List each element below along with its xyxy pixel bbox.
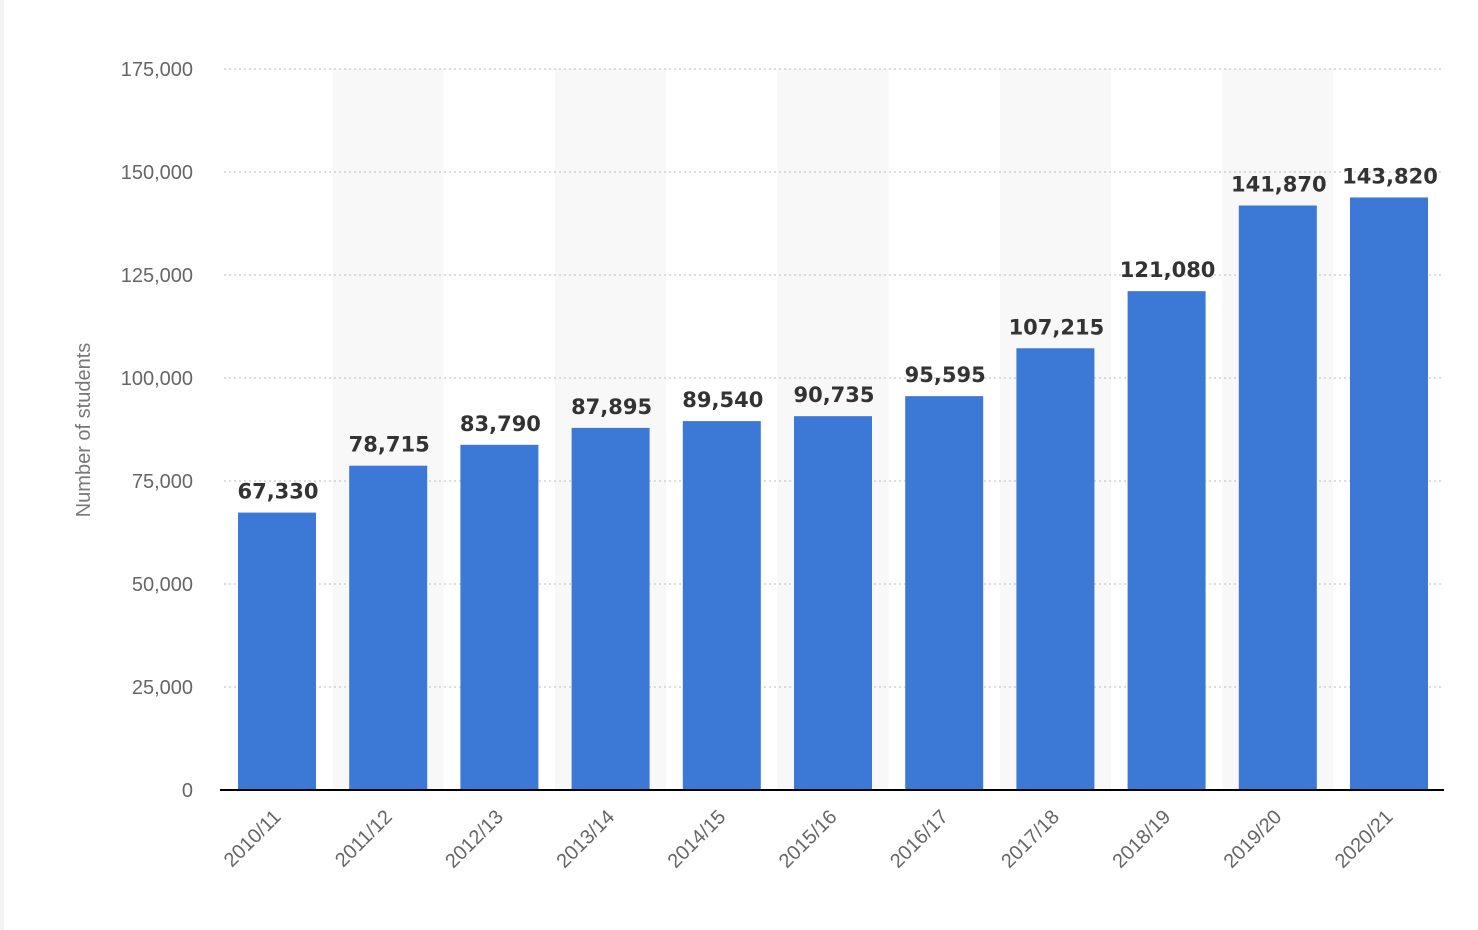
bar-2018/19[interactable]: [1127, 291, 1206, 790]
x-tick-label: 2010/11: [220, 806, 286, 872]
bar-2016/17[interactable]: [905, 396, 984, 790]
data-label: 95,595: [905, 363, 986, 387]
y-tick-label: 150,000: [121, 162, 193, 184]
x-tick-label: 2013/14: [552, 806, 619, 873]
data-labels: 67,330 78,715 83,790 87,895 89,540 90,735 95,5…: [237, 164, 1437, 503]
x-tick-label: 2018/19: [1108, 806, 1175, 873]
x-tick-label: 2012/13: [441, 806, 508, 873]
y-tick-label: 0: [182, 780, 193, 802]
y-tick-label: 50,000: [132, 574, 193, 596]
data-label: 89,540: [682, 388, 763, 412]
data-label: 83,790: [460, 412, 541, 436]
data-label: 107,215: [1009, 315, 1105, 339]
y-axis-ticks: 0 25,000 50,000 75,000 100,000 125,000 150,000…: [121, 59, 193, 802]
bar-2013/14[interactable]: [571, 427, 650, 790]
bar-2019/20[interactable]: [1238, 205, 1317, 790]
y-tick-label: 125,000: [121, 265, 193, 287]
bar-2017/18[interactable]: [1016, 348, 1095, 790]
bar-2011/12[interactable]: [349, 465, 428, 790]
y-tick-label: 25,000: [132, 677, 193, 699]
bar-2020/21[interactable]: [1350, 197, 1428, 790]
x-tick-label: 2014/15: [664, 806, 731, 873]
data-label: 141,870: [1231, 172, 1327, 196]
x-tick-label: 2016/17: [886, 806, 953, 873]
data-label: 78,715: [349, 433, 430, 457]
data-label: 87,895: [571, 395, 652, 419]
x-tick-label: 2019/20: [1220, 806, 1287, 873]
bar-2010/11[interactable]: [238, 512, 316, 790]
data-label: 90,735: [793, 383, 874, 407]
data-label: 121,080: [1120, 258, 1216, 282]
x-tick-label: 2017/18: [997, 806, 1064, 873]
x-tick-label: 2015/16: [775, 806, 842, 873]
x-tick-label: 2020/21: [1331, 806, 1398, 873]
bar-2012/13[interactable]: [460, 444, 539, 790]
y-tick-label: 100,000: [121, 368, 193, 390]
y-axis-title: Number of students: [73, 343, 95, 518]
data-label: 67,330: [237, 480, 318, 504]
y-tick-label: 175,000: [121, 59, 193, 81]
bar-2014/15[interactable]: [682, 421, 761, 790]
data-label: 143,820: [1342, 164, 1438, 188]
y-tick-label: 75,000: [132, 471, 193, 493]
x-axis-labels: 2010/11 2011/12 2012/13 2013/14 2014/15 2015/…: [220, 806, 1398, 873]
bars: [238, 197, 1428, 790]
bar-chart: 0 25,000 50,000 75,000 100,000 125,000 150,000…: [73, 59, 1444, 873]
bar-2015/16[interactable]: [794, 416, 872, 790]
x-tick-label: 2011/12: [331, 806, 397, 872]
